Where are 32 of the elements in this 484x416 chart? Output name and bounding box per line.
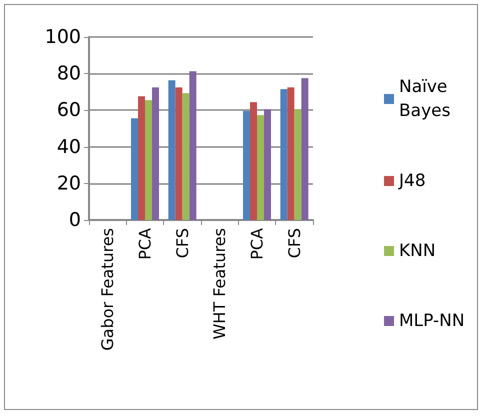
bar	[280, 89, 288, 220]
legend-label: J48	[398, 171, 426, 191]
bar	[189, 71, 196, 220]
bar	[152, 87, 159, 220]
bar	[175, 87, 182, 220]
legend-label: KNN	[399, 241, 436, 261]
y-tick-label: 40	[56, 136, 81, 158]
bar	[294, 109, 302, 220]
x-tick-label: CFS	[284, 228, 304, 258]
y-tick-label: 20	[56, 172, 81, 194]
bar	[182, 93, 190, 220]
bar	[301, 78, 308, 220]
y-tick-label: 100	[44, 26, 81, 48]
bar	[243, 110, 250, 220]
x-tick-label: WHT Features	[210, 228, 230, 340]
legend-label: MLP-NN	[399, 311, 465, 331]
bar	[145, 100, 152, 220]
y-tick-label: 0	[68, 209, 81, 231]
bar	[168, 80, 176, 220]
bar	[138, 96, 145, 220]
bar	[287, 87, 294, 220]
x-tick-label: PCA	[136, 228, 154, 260]
x-tick-label: CFS	[172, 228, 192, 258]
x-tick-label: PCA	[248, 228, 266, 260]
bar	[257, 115, 264, 220]
y-tick-label: 80	[56, 62, 81, 85]
bar	[250, 102, 257, 220]
legend-label: Naïve Bayes	[399, 77, 453, 121]
x-tick-label: Gabor Features	[98, 228, 118, 351]
bar	[264, 109, 271, 220]
bar	[131, 118, 138, 220]
y-tick-label: 60	[56, 99, 81, 122]
